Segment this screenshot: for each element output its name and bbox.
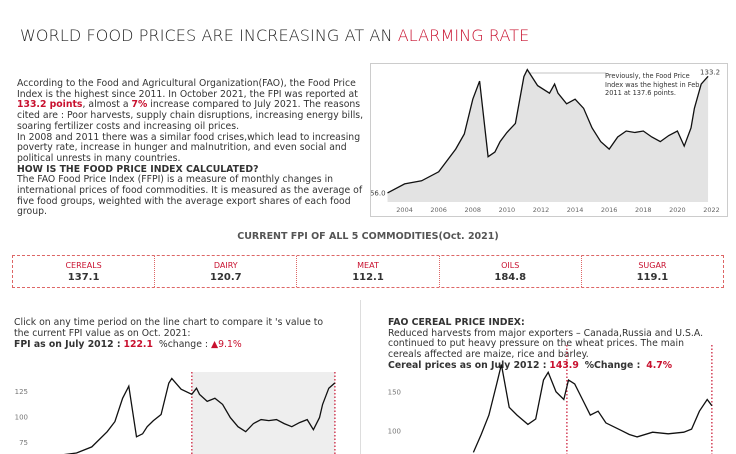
value: 122.1 [123,339,153,351]
end-label: 133.2 [700,68,720,76]
line [387,68,709,194]
commodity-value: 137.1 [67,272,100,283]
commodity-name: CEREALS [65,261,102,270]
commodity: MEAT 112.1 [296,256,438,287]
y-tick-label: 150 [388,389,401,397]
label: %change : [158,339,208,351]
y-tick-label: 100 [388,428,401,436]
y-tick-label: 75 [19,439,28,447]
text: increase compared to July 2021. The reas… [17,99,364,132]
text: The FAO Food Price Index (FFPI) is a mea… [17,174,363,218]
label: FPI as on July 2012 : [14,339,121,351]
x-tick-label: 2020 [669,206,686,214]
text: , almost a [82,99,132,111]
divider [360,300,361,454]
text: In 2008 and 2011 there was a similar foo… [17,131,361,164]
commodity-name: SUGAR [638,261,667,270]
intro: According to the Food and Agricultural O… [17,78,367,218]
instruction: Click on any time period on the line cha… [14,317,324,339]
change: 4.7% [646,359,673,371]
commodity-table: CEREALS 137.1 DAIRY 120.7 MEAT 112.1 OILS 184.8… [12,255,724,288]
heading: HOW IS THE FOOD PRICE INDEX CALCULATED? [17,163,259,175]
commodity-name: DAIRY [213,261,238,270]
panel-text: Reduced harvests from major exporters – … [388,327,704,361]
highlight: 7% [131,99,148,111]
commodity-name: OILS [501,261,520,270]
label: Cereal prices as on July 2012 : [388,359,547,371]
fpi-chart[interactable]: 75 100 125 [0,372,345,454]
x-tick-label: 2008 [465,206,482,214]
y-tick-label: 125 [15,388,28,396]
highlight: 133.2 points [17,99,83,111]
start-label: 56.0 [370,189,386,197]
main-chart[interactable]: 2004 2006 2008 2010 2012 2014 2016 2018 2020 2022… [370,63,728,217]
x-tick-label: 2006 [430,206,447,214]
y-tick-label: 100 [15,414,28,422]
line [63,377,336,454]
title: WORLD FOOD PRICES ARE INCREASING AT AN A… [20,26,529,45]
x-tick-label: 2014 [567,206,584,214]
commodity-value: 120.7 [209,272,242,283]
text: According to the Food and Agricultural O… [17,78,358,100]
value: 143.9 [549,359,579,371]
commodity-value: 112.1 [352,272,384,283]
x-tick-label: 2018 [635,206,652,214]
commodity: CEREALS 137.1 [13,256,154,287]
x-tick-label: 2004 [396,206,413,214]
label: %Change : [584,359,641,371]
commodity-name: MEAT [357,261,379,270]
commodity: OILS 184.8 [438,256,581,287]
cereal-chart[interactable]: 100 150 [370,345,736,454]
x-tick-label: 2010 [499,206,516,214]
right-panel: FAO CEREAL PRICE INDEX: Reduced harvests… [388,317,718,372]
annotation: Previously, the Food Price Index was the… [605,72,700,97]
commodity-value: 119.1 [636,272,669,283]
x-tick-label: 2022 [703,206,720,214]
change: ▲9.1% [210,339,242,351]
panel-title: FAO CEREAL PRICE INDEX: [388,317,525,328]
x-tick-label: 2012 [533,206,550,214]
line [472,364,713,453]
title-highlight: ALARMING RATE [397,26,530,45]
commodity-value: 184.8 [494,272,527,283]
x-tick-label: 2016 [601,206,618,214]
commodity: SUGAR 119.1 [580,256,723,287]
area [387,69,709,202]
left-panel: Click on any time period on the line cha… [14,317,334,351]
highlight-band [191,372,335,454]
section-title: CURRENT FPI OF ALL 5 COMMODITIES(Oct. 20… [237,231,499,242]
commodity: DAIRY 120.7 [154,256,296,287]
title-text: WORLD FOOD PRICES ARE INCREASING AT AN [20,26,393,45]
